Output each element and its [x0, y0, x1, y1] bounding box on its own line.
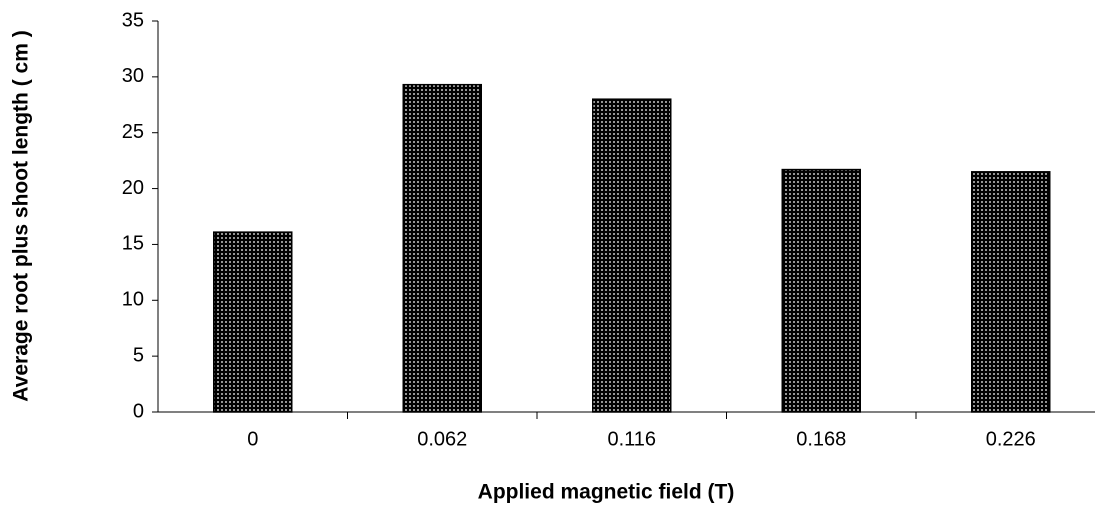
- bar: [592, 98, 672, 413]
- x-tick-label: 0.226: [986, 428, 1036, 450]
- bar: [971, 171, 1051, 413]
- x-axis-title: Applied magnetic field (T): [478, 481, 735, 504]
- bar: [213, 231, 293, 413]
- y-tick-label: 0: [133, 400, 144, 422]
- y-tick-label: 25: [122, 121, 144, 143]
- y-tick-label: 15: [122, 233, 144, 255]
- y-tick-label: 20: [122, 177, 144, 199]
- y-tick-label: 30: [122, 65, 144, 87]
- y-tick-label: 35: [122, 9, 144, 31]
- x-tick-label: 0.116: [607, 428, 656, 450]
- y-axis-title: Average root plus shoot length ( cm ): [10, 30, 33, 401]
- y-tick-label: 5: [133, 344, 144, 366]
- x-tick-label: 0.062: [417, 428, 467, 450]
- bar: [402, 83, 482, 413]
- y-tick-label: 10: [122, 289, 144, 311]
- x-tick-label: 0: [247, 428, 258, 450]
- bar: [781, 168, 861, 413]
- x-tick-label: 0.168: [796, 428, 846, 450]
